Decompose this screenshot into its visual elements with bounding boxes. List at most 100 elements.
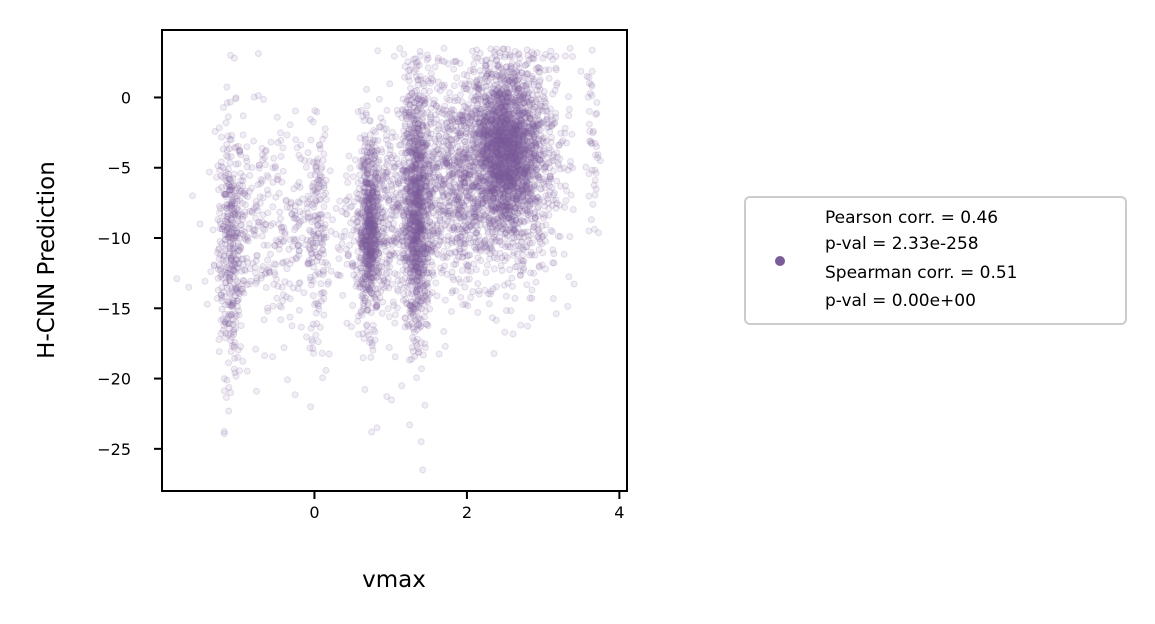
scatter-point: [436, 135, 444, 143]
scatter-point: [317, 165, 325, 173]
scatter-point: [223, 83, 231, 91]
scatter-point: [225, 230, 233, 238]
scatter-point: [307, 324, 315, 332]
scatter-point: [293, 215, 301, 223]
scatter-point: [226, 159, 234, 167]
scatter-point: [350, 237, 358, 245]
scatter-point: [228, 182, 236, 190]
scatter-point: [224, 301, 232, 309]
scatter-point: [209, 226, 217, 234]
scatter-point: [225, 233, 233, 241]
scatter-point: [250, 227, 258, 235]
scatter-point: [261, 221, 269, 229]
scatter-point: [227, 214, 235, 222]
scatter-point: [375, 164, 383, 172]
scatter-point: [255, 161, 263, 169]
scatter-point: [440, 328, 448, 335]
scatter-point: [363, 85, 371, 93]
scatter-point: [234, 247, 242, 255]
scatter-point: [313, 257, 321, 265]
scatter-point: [367, 153, 375, 160]
scatter-point: [220, 212, 228, 220]
scatter-point: [297, 141, 305, 149]
scatter-point: [229, 245, 237, 252]
scatter-point: [221, 247, 229, 255]
scatter-point: [455, 253, 463, 261]
scatter-point: [218, 133, 225, 141]
scatter-point: [241, 201, 249, 209]
scatter-point: [237, 244, 245, 252]
scatter-point: [297, 155, 305, 163]
scatter-point: [225, 324, 233, 332]
scatter-point: [314, 268, 322, 276]
scatter-point: [215, 255, 223, 263]
scatter-point: [418, 365, 425, 373]
scatter-point: [237, 151, 245, 159]
scatter-point: [374, 240, 382, 248]
scatter-point: [235, 246, 243, 254]
scatter-point: [458, 267, 466, 274]
scatter-point: [343, 172, 350, 180]
scatter-point: [255, 161, 263, 169]
scatter-point: [266, 250, 274, 258]
scatter-point: [286, 121, 294, 129]
scatter-point: [368, 342, 376, 350]
scatter-point: [290, 185, 298, 193]
scatter-point: [224, 153, 232, 161]
scatter-point: [241, 187, 249, 195]
scatter-point: [424, 64, 432, 72]
scatter-point: [230, 267, 238, 275]
scatter-point: [267, 222, 275, 230]
scatter-point: [326, 167, 334, 175]
scatter-point: [370, 127, 377, 134]
scatter-point: [229, 239, 237, 247]
scatter-point: [228, 311, 236, 319]
scatter-point: [277, 316, 285, 324]
scatter-point: [288, 210, 296, 218]
scatter-point: [435, 350, 443, 358]
scatter-point: [230, 328, 238, 336]
scatter-point: [317, 290, 325, 298]
scatter-point: [228, 206, 236, 214]
scatter-point: [258, 218, 266, 226]
scatter-point: [383, 263, 391, 271]
scatter-point: [422, 307, 430, 315]
scatter-point: [240, 173, 247, 181]
scatter-point: [224, 212, 232, 220]
scatter-point: [223, 316, 231, 324]
scatter-point: [226, 183, 234, 191]
scatter-point: [222, 258, 230, 265]
scatter-point: [258, 177, 266, 185]
scatter-point: [306, 344, 314, 352]
scatter-point: [361, 386, 369, 393]
scatter-point: [261, 154, 269, 162]
scatter-point: [226, 186, 234, 194]
scatter-point: [308, 259, 316, 266]
scatter-point: [233, 284, 241, 292]
scatter-point: [292, 136, 300, 144]
scatter-point: [223, 376, 231, 384]
scatter-point: [220, 259, 228, 267]
scatter-point: [218, 284, 226, 292]
scatter-point: [316, 141, 324, 149]
scatter-point: [295, 178, 303, 186]
scatter-point: [223, 230, 231, 238]
scatter-point: [235, 189, 243, 197]
scatter-point: [205, 168, 213, 176]
scatter-point: [426, 87, 433, 95]
scatter-point: [243, 281, 251, 289]
scatter-point: [380, 184, 388, 192]
scatter-point: [234, 240, 242, 248]
scatter-point: [297, 217, 304, 225]
scatter-point: [282, 258, 290, 265]
scatter-point: [411, 305, 419, 313]
scatter-point: [263, 171, 271, 179]
scatter-point: [396, 258, 404, 266]
scatter-point: [224, 113, 232, 121]
scatter-point: [337, 233, 345, 240]
scatter-point: [313, 320, 321, 328]
scatter-point: [254, 50, 262, 57]
scatter-point: [225, 407, 233, 415]
scatter-point: [255, 164, 263, 172]
scatter-point: [221, 190, 228, 198]
